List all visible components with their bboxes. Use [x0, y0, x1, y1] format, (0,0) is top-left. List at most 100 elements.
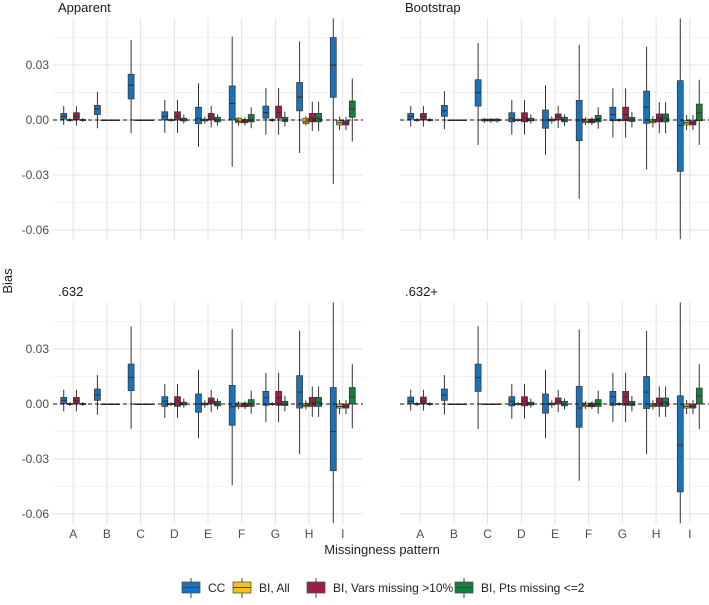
box-iqr: [127, 73, 135, 100]
box-bi-all-f: [582, 401, 589, 409]
box-cc-d: [508, 99, 516, 135]
box-cc-d: [161, 383, 169, 418]
box-bi-all-h: [302, 116, 310, 126]
box-bi-pts-missing-2-f: [594, 390, 602, 414]
box-bi-vars-missing-10--h: [308, 386, 316, 417]
box-cc-g: [262, 87, 270, 135]
box-cc-i: [676, 18, 684, 240]
box-bi-pts-missing-2-d: [180, 398, 188, 408]
box-iqr: [542, 109, 549, 129]
box-bi-vars-missing-10--i: [342, 116, 350, 131]
x-tick-label: E: [551, 527, 559, 541]
box-bi-all-h: [649, 400, 657, 410]
box-iqr: [195, 106, 202, 125]
box-bi-vars-missing-10--a: [420, 106, 427, 127]
box-bi-all-f: [582, 117, 589, 125]
box-cc-h: [643, 330, 650, 455]
box-bi-all-f: [235, 117, 242, 126]
box-bi-vars-missing-10--i: [689, 115, 697, 131]
x-tick-label: A: [416, 527, 424, 541]
y-tick-label: -0.06: [22, 223, 50, 237]
box-cc-i: [329, 302, 337, 524]
box-bi-pts-missing-2-d: [527, 398, 535, 408]
box-cc-g: [609, 88, 617, 138]
box-bi-vars-missing-10--a: [73, 389, 80, 412]
box-cc-b: [441, 375, 448, 415]
x-tick-label: B: [103, 527, 111, 541]
box-cc-c: [127, 326, 135, 429]
box-bi-pts-missing-2-f: [247, 107, 255, 129]
box-bi-all-i: [683, 115, 690, 131]
box-bi-pts-missing-2-h: [662, 102, 669, 134]
box-cc-h: [296, 330, 303, 455]
box-bi-vars-missing-10--i: [342, 399, 350, 415]
box-bi-pts-missing-2-h: [315, 386, 322, 417]
box-iqr: [302, 117, 310, 125]
box-iqr: [575, 386, 583, 428]
box-bi-vars-missing-10--d: [521, 383, 528, 419]
box-cc-f: [575, 44, 583, 199]
panel-632: 0.03 0.00 -0.03 -0.06 A B C D E F G H I .632: [22, 284, 363, 541]
y-tick-label: -0.03: [22, 452, 50, 466]
box-bi-all-h: [302, 400, 310, 410]
y-axis-title: Bias: [0, 268, 15, 294]
x-tick-label: E: [204, 527, 212, 541]
x-tick-label: G: [271, 527, 280, 541]
box-iqr: [262, 391, 270, 406]
box-bi-vars-missing-10--e: [554, 105, 562, 129]
box-cc-f: [228, 328, 236, 486]
x-tick-label: F: [238, 527, 245, 541]
box-iqr: [554, 113, 562, 121]
box-bi-vars-missing-10--g: [275, 372, 282, 422]
box-cc-i: [329, 18, 337, 185]
box-bi-all-i: [336, 116, 343, 131]
box-bi-all-i: [336, 399, 343, 415]
panel-title: .632+: [405, 284, 438, 299]
box-iqr: [622, 391, 629, 406]
legend-label: BI, All: [259, 581, 290, 595]
panel-title: Bootstrap: [405, 0, 461, 15]
box-bi-pts-missing-2-i: [348, 364, 356, 429]
box-bi-vars-missing-10--d: [174, 99, 181, 133]
box-bi-pts-missing-2-f: [247, 390, 255, 414]
box-iqr: [329, 37, 337, 98]
box-bi-vars-missing-10--h: [655, 386, 663, 417]
box-iqr: [407, 396, 415, 405]
box-bi-vars-missing-10--h: [655, 102, 663, 134]
box-cc-e: [195, 83, 202, 147]
legend-item-bi-all: BI, All: [232, 578, 290, 598]
y-tick-label: -0.06: [22, 507, 50, 521]
box-cc-c: [127, 39, 135, 134]
box-bi-pts-missing-2-h: [315, 101, 322, 132]
box-iqr: [247, 399, 255, 407]
box-bi-all-i: [683, 399, 690, 415]
box-cc-a: [60, 389, 68, 412]
box-iqr: [329, 387, 337, 472]
box-cc-b: [94, 91, 101, 129]
x-tick-label: F: [585, 527, 592, 541]
box-iqr: [609, 391, 617, 406]
box-cc-g: [609, 372, 617, 422]
x-tick-label: I: [341, 527, 344, 541]
x-tick-label: D: [170, 527, 179, 541]
y-tick-label: -0.03: [22, 168, 50, 182]
box-iqr: [676, 395, 684, 493]
box-cc-d: [161, 99, 169, 133]
box-bi-vars-missing-10--g: [622, 372, 629, 422]
box-iqr: [247, 114, 255, 123]
box-iqr: [228, 384, 236, 426]
legend-label: BI, Pts missing <=2: [481, 581, 585, 595]
box-bi-pts-missing-2-h: [662, 386, 669, 417]
box-iqr: [281, 400, 289, 406]
box-bi-vars-missing-10--f: [588, 117, 596, 125]
box-iqr: [594, 399, 602, 407]
box-iqr: [521, 112, 528, 123]
box-bi-all-f: [235, 401, 242, 409]
x-tick-label: H: [305, 527, 314, 541]
x-tick-label: B: [450, 527, 458, 541]
panel-apparent: 0.03 0.00 -0.03 -0.06 Apparent: [22, 0, 363, 240]
x-tick-label: C: [136, 527, 145, 541]
box-bi-vars-missing-10--i: [689, 399, 697, 415]
box-bi-vars-missing-10--g: [275, 87, 282, 135]
